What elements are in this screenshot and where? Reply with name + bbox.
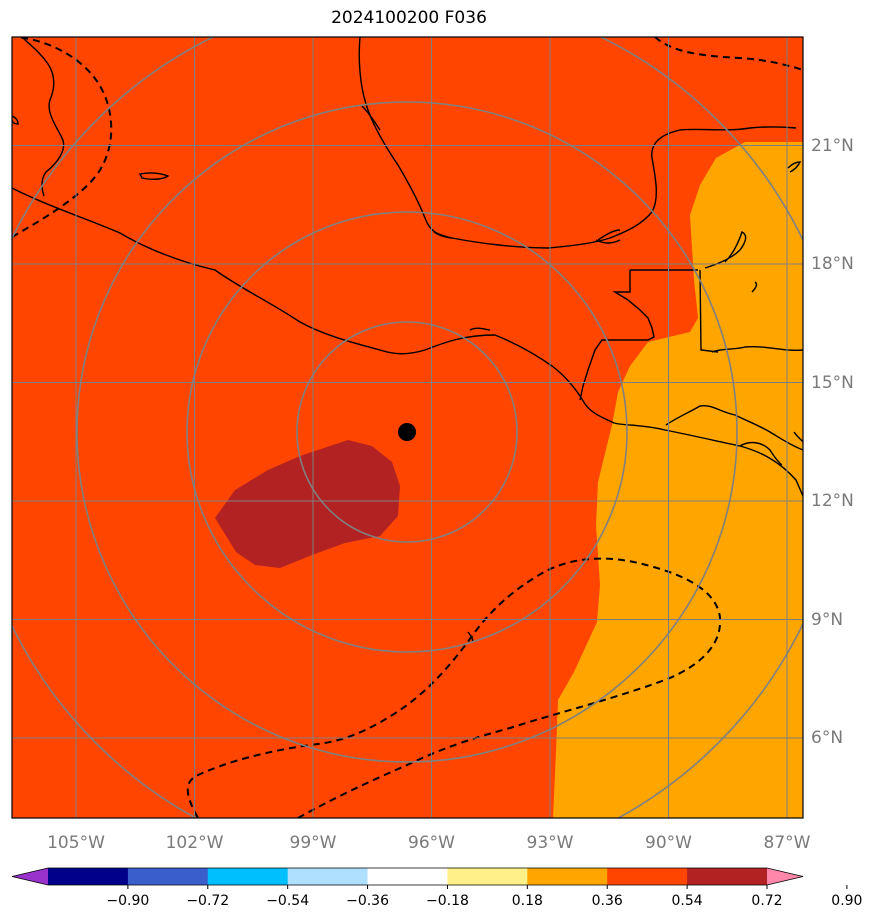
latitude-tick-label: 6°N — [811, 728, 844, 748]
colorbar-bin — [207, 868, 289, 885]
storm-center-marker — [398, 423, 416, 441]
colorbar-tick-label: 0.90 — [831, 893, 863, 909]
graticule — [12, 37, 803, 818]
colorbar-tick-label: 0.54 — [671, 893, 703, 909]
contour-dashed-topright — [654, 37, 803, 71]
longitude-tick-label: 90°W — [645, 833, 692, 853]
latitude-tick-label: 21°N — [811, 135, 854, 156]
map-frame — [11, 36, 804, 819]
latitude-tick-label: 15°N — [811, 372, 854, 393]
latitude-tick-label: 12°N — [811, 491, 854, 511]
colorbar-tick-label: 0.18 — [511, 893, 543, 909]
anomaly-region-warm — [553, 142, 803, 818]
longitude-tick-label: 102°W — [165, 833, 224, 853]
anomaly-region-hot — [215, 440, 400, 568]
colorbar-bin — [447, 868, 528, 885]
latitude-tick-label: 9°N — [811, 609, 844, 630]
longitude-tick-label: 99°W — [289, 833, 337, 853]
colorbar-bin — [48, 868, 129, 885]
longitude-tick-label: 93°W — [526, 833, 574, 853]
colorbar-bin — [287, 868, 369, 885]
colorbar — [11, 867, 848, 889]
colorbar-bin — [127, 868, 209, 885]
range-ring-1 — [296, 321, 518, 543]
longitude-tick-label: 87°W — [763, 833, 811, 853]
range-ring-3 — [76, 101, 738, 763]
colorbar-under-arrow — [12, 868, 48, 885]
colorbar-tick-label: 0.72 — [751, 893, 783, 909]
colorbar-over-arrow — [767, 868, 803, 885]
map-area — [12, 37, 803, 818]
colorbar-bin — [607, 868, 688, 885]
map-title: 2024100200 F036 — [331, 8, 487, 28]
colorbar-tick-label: −0.72 — [186, 893, 230, 909]
range-ring-2 — [186, 211, 628, 653]
contour-dashed-south — [186, 557, 722, 818]
latitude-tick-label: 18°N — [811, 254, 854, 274]
longitude-tick-label: 105°W — [47, 833, 105, 853]
colorbar-tick-label: 0.36 — [591, 893, 623, 909]
longitude-tick-label: 96°W — [408, 833, 455, 853]
colorbar-tick-label: −0.54 — [266, 893, 310, 909]
colorbar-tick-label: −0.36 — [346, 893, 389, 909]
colorbar-tick-label: −0.90 — [106, 893, 150, 909]
range-rings — [12, 37, 803, 818]
colorbar-outline — [11, 867, 804, 886]
colorbar-tick-label: −0.18 — [425, 893, 469, 909]
colorbar-bin — [367, 868, 448, 885]
colorbar-bin — [687, 868, 768, 885]
colorbar-bin — [527, 868, 608, 885]
